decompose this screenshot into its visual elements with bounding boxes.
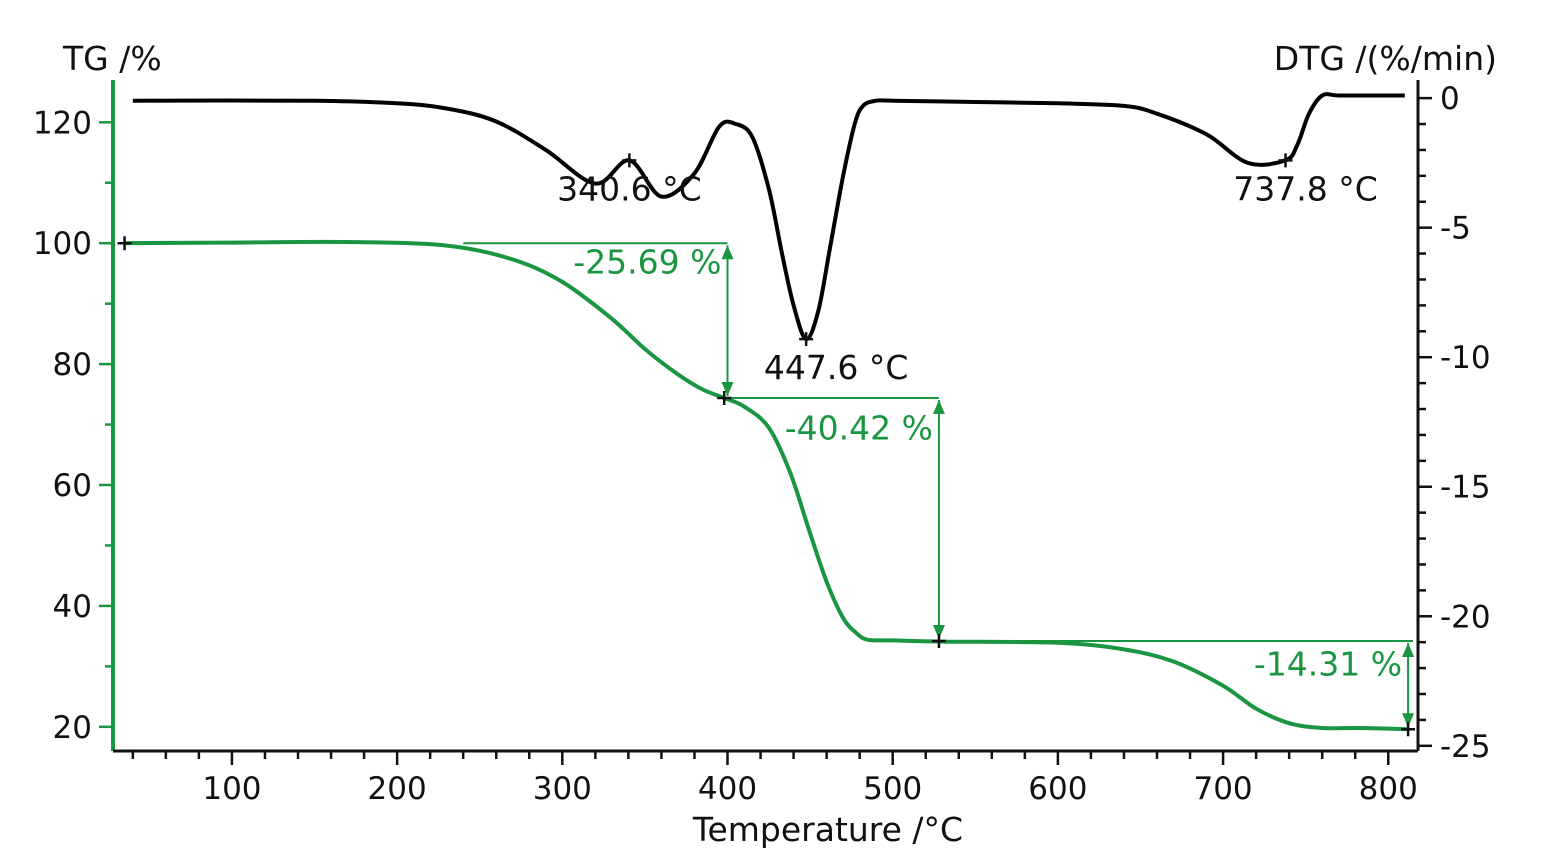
peak-temperature-label: 447.6 °C: [764, 348, 909, 387]
x-axis-title: Temperature /°C: [692, 810, 963, 849]
dtg-peak-marker: [1278, 153, 1293, 168]
x-tick-label: 700: [1193, 771, 1252, 807]
y-left-tick-label: 20: [53, 710, 92, 746]
tg-curve: [124, 239, 1409, 732]
y-left-tick-label: 80: [53, 347, 92, 383]
y-right-tick-label: -20: [1440, 599, 1491, 635]
annotation-labels: -25.69 % -40.42 % -14.31 % 340.6 °C 447.6 °C…: [557, 169, 1402, 683]
x-tick-label: 800: [1359, 771, 1418, 807]
mass-loss-label: -25.69 %: [573, 242, 721, 281]
arrow-up-icon: [721, 245, 734, 260]
x-tick-label: 100: [202, 771, 261, 807]
tg-marker: [931, 633, 946, 648]
y-left-tick-label: 40: [53, 589, 92, 625]
x-tick-label: 400: [698, 771, 757, 807]
mass-loss-label: -40.42 %: [785, 409, 933, 448]
arrow-down-icon: [1402, 713, 1415, 728]
right-axis-title: DTG /(%/min): [1274, 39, 1497, 78]
dtg-curve: [132, 92, 1405, 342]
x-tick-label: 300: [533, 771, 592, 807]
arrow-down-icon: [932, 624, 945, 639]
y-right-tick-label: -15: [1440, 470, 1491, 506]
y-right-tick-label: -10: [1440, 340, 1491, 376]
y-left-tick-label: 100: [33, 226, 92, 262]
y-right-tick-label: 0: [1440, 81, 1460, 117]
dtg-peak-marker: [622, 153, 637, 168]
peak-temperature-label: 340.6 °C: [557, 169, 702, 208]
y-left-tick-label: 60: [53, 468, 92, 504]
mass-loss-label: -14.31 %: [1254, 644, 1402, 683]
arrow-up-icon: [932, 399, 945, 414]
x-tick-label: 500: [863, 771, 922, 807]
tg-marker: [117, 236, 132, 251]
left-axis-title: TG /%: [62, 39, 162, 78]
y-left-tick-label: 120: [33, 105, 92, 141]
markers: [117, 153, 1416, 737]
x-tick-label: 200: [368, 771, 427, 807]
tg-marker: [1401, 722, 1416, 737]
arrow-up-icon: [1402, 642, 1415, 657]
y-right-tick-label: -25: [1440, 729, 1491, 765]
ticks: 100 200 300 400 500 600 700 800 20 40 60 80 100 120 0 -…: [33, 81, 1491, 807]
y-right-tick-label: -5: [1440, 211, 1471, 247]
dtg-peak-marker: [799, 332, 814, 347]
arrow-down-icon: [721, 381, 734, 396]
x-tick-label: 600: [1028, 771, 1087, 807]
peak-temperature-label: 737.8 °C: [1233, 169, 1378, 208]
series-layer: [124, 92, 1409, 732]
tg-marker: [717, 390, 732, 405]
